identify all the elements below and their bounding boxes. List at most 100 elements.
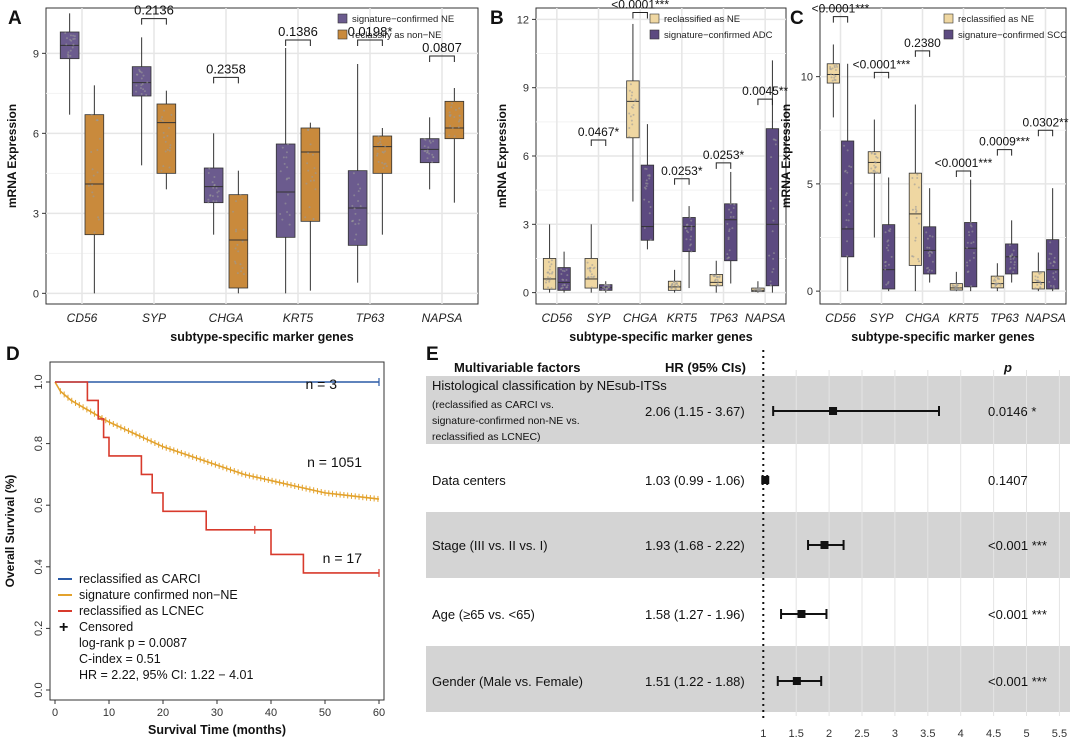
x-tick-label: 30	[211, 707, 223, 719]
hr-point	[829, 407, 838, 415]
jitter-point	[286, 166, 289, 169]
jitter-point	[925, 231, 928, 234]
jitter-point	[830, 68, 833, 71]
jitter-point	[312, 153, 315, 156]
jitter-point	[927, 270, 930, 273]
jitter-point	[305, 182, 308, 185]
y-tick-label: 1.0	[33, 374, 45, 389]
jitter-point	[586, 276, 589, 279]
jitter-point	[135, 84, 138, 87]
jitter-point	[160, 118, 163, 121]
jitter-point	[758, 289, 761, 292]
jitter-point	[279, 212, 282, 215]
jitter-point	[774, 143, 777, 146]
legend-text: C-index = 0.51	[79, 652, 161, 666]
jitter-point	[381, 161, 384, 164]
jitter-point	[648, 177, 651, 180]
jitter-point	[561, 278, 564, 281]
jitter-point	[971, 230, 974, 233]
panel-b: 0 3 6 9 12 CD56 0.0467* SYP <0.0001*** CHGA 0.0253…	[490, 0, 789, 344]
x-tick-label-syp: SYP	[142, 311, 166, 325]
jitter-point	[351, 220, 354, 223]
jitter-point	[870, 167, 873, 170]
jitter-point	[670, 287, 673, 290]
jitter-point	[352, 172, 355, 175]
jitter-point	[69, 54, 72, 57]
jitter-point	[286, 177, 289, 180]
jitter-point	[1049, 262, 1052, 265]
jitter-point	[643, 198, 646, 201]
jitter-point	[915, 210, 918, 213]
jitter-point	[139, 87, 142, 90]
jitter-point	[845, 192, 848, 195]
plot-frame	[819, 7, 1067, 305]
significance-bracket	[632, 12, 648, 19]
jitter-point	[377, 135, 380, 138]
jitter-point	[689, 244, 692, 247]
jitter-point	[97, 216, 100, 219]
jitter-point	[215, 200, 218, 203]
legend-swatch	[649, 29, 660, 40]
x-tick-label: 50	[319, 707, 331, 719]
p-value-label: <0.0001***	[935, 156, 993, 170]
jitter-point	[644, 167, 647, 170]
jitter-point	[833, 76, 836, 79]
jitter-point	[450, 106, 453, 109]
jitter-point	[835, 63, 838, 66]
jitter-point	[754, 288, 757, 291]
jitter-point	[873, 164, 876, 167]
significance-bracket	[674, 178, 690, 185]
p-value-label: <0.0001***	[812, 2, 870, 16]
jitter-point	[67, 51, 70, 54]
jitter-point	[968, 234, 971, 237]
jitter-point	[545, 281, 548, 284]
forest-x-tick-label: 1	[760, 728, 766, 740]
x-axis-title: subtype-specific marker genes	[170, 330, 353, 344]
jitter-point	[772, 257, 775, 260]
jitter-point	[1009, 255, 1012, 258]
jitter-point	[547, 260, 550, 263]
jitter-point	[628, 89, 631, 92]
jitter-point	[726, 222, 729, 225]
jitter-point	[846, 255, 849, 258]
jitter-point	[890, 255, 893, 258]
jitter-point	[970, 242, 973, 245]
jitter-point	[884, 260, 887, 263]
forest-x-tick-label: 2	[826, 728, 832, 740]
jitter-point	[454, 108, 457, 111]
y-tick-label: 0.2	[33, 621, 45, 636]
jitter-point	[211, 194, 214, 197]
jitter-point	[313, 167, 316, 170]
jitter-point	[917, 258, 920, 261]
forest-x-tick-label: 3	[892, 728, 898, 740]
hr-point	[797, 610, 806, 618]
significance-bracket	[1037, 129, 1054, 137]
box-krt5-series-2	[964, 222, 978, 288]
jitter-point	[771, 271, 774, 274]
jitter-point	[875, 155, 878, 158]
jitter-point	[1048, 257, 1051, 260]
jitter-point	[829, 73, 832, 76]
jitter-point	[887, 244, 890, 247]
jitter-point	[145, 93, 148, 96]
jitter-point	[886, 240, 889, 243]
jitter-point	[769, 284, 772, 287]
x-tick-label-krt5: KRT5	[948, 311, 979, 325]
jitter-point	[958, 286, 961, 289]
forest-x-tick-label: 4	[958, 728, 964, 740]
jitter-point	[136, 73, 139, 76]
jitter-point	[630, 94, 633, 97]
jitter-point	[1052, 285, 1055, 288]
jitter-point	[928, 234, 931, 237]
legend-label: signature−confirmed NE	[352, 14, 454, 25]
jitter-point	[608, 286, 611, 289]
x-tick-label-tp63: TP63	[990, 311, 1019, 325]
jitter-point	[213, 175, 216, 178]
forest-x-tick-label: 3.5	[920, 728, 935, 740]
jitter-point	[848, 200, 851, 203]
censored-symbol: +	[59, 619, 68, 636]
jitter-point	[1050, 252, 1053, 255]
panel-letter: A	[8, 8, 22, 29]
jitter-point	[687, 231, 690, 234]
jitter-point	[353, 194, 356, 197]
